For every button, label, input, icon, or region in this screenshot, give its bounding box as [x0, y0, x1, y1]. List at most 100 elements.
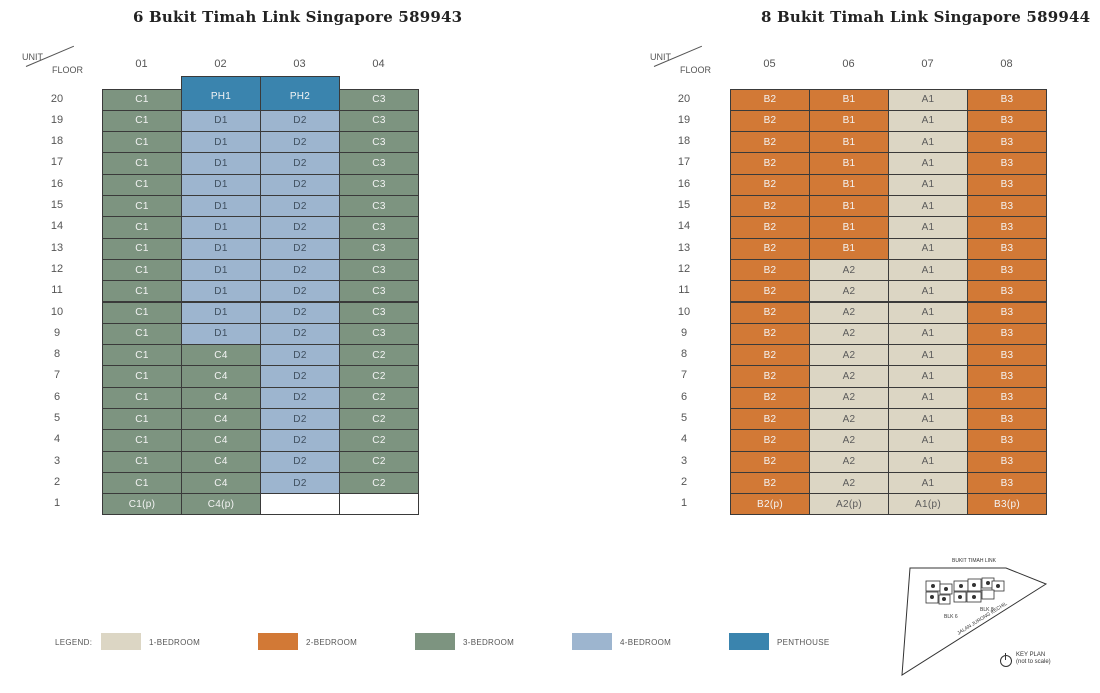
unit-cell-2-bedroom[interactable]: B3: [967, 280, 1047, 303]
unit-cell-3-bedroom[interactable]: C1: [102, 237, 182, 260]
unit-cell-4-bedroom[interactable]: D1: [181, 109, 261, 133]
empty-unit-cell[interactable]: [260, 493, 340, 516]
unit-cell-1-bedroom[interactable]: A2: [809, 301, 889, 324]
unit-cell-2-bedroom[interactable]: B3: [967, 365, 1047, 388]
unit-cell-1-bedroom[interactable]: A2: [809, 322, 889, 346]
unit-cell-2-bedroom[interactable]: B2: [730, 109, 810, 133]
unit-cell-2-bedroom[interactable]: B3: [967, 344, 1047, 367]
unit-cell-2-bedroom[interactable]: B3: [967, 258, 1047, 282]
unit-cell-3-bedroom[interactable]: C4(p): [181, 493, 261, 516]
unit-cell-2-bedroom[interactable]: B3: [967, 195, 1047, 218]
unit-cell-3-bedroom[interactable]: C1: [102, 195, 182, 218]
unit-cell-3-bedroom[interactable]: C4: [181, 408, 261, 431]
unit-cell-2-bedroom[interactable]: B3: [967, 429, 1047, 452]
unit-cell-1-bedroom[interactable]: A2: [809, 408, 889, 431]
unit-cell-3-bedroom[interactable]: C1: [102, 450, 182, 473]
unit-cell-2-bedroom[interactable]: B2: [730, 216, 810, 239]
unit-cell-4-bedroom[interactable]: D1: [181, 280, 261, 303]
unit-cell-4-bedroom[interactable]: D2: [260, 301, 340, 324]
unit-cell-1-bedroom[interactable]: A1: [888, 109, 968, 133]
unit-cell-1-bedroom[interactable]: A1: [888, 365, 968, 388]
unit-cell-3-bedroom[interactable]: C1: [102, 109, 182, 133]
unit-cell-2-bedroom[interactable]: B3: [967, 471, 1047, 495]
unit-cell-3-bedroom[interactable]: C1: [102, 344, 182, 367]
unit-cell-4-bedroom[interactable]: D2: [260, 429, 340, 452]
unit-cell-3-bedroom[interactable]: C2: [339, 386, 419, 409]
unit-cell-3-bedroom[interactable]: C4: [181, 344, 261, 367]
unit-cell-3-bedroom[interactable]: C1(p): [102, 493, 182, 516]
unit-cell-2-bedroom[interactable]: B2: [730, 131, 810, 154]
unit-cell-4-bedroom[interactable]: D1: [181, 131, 261, 154]
unit-cell-1-bedroom[interactable]: A2: [809, 450, 889, 473]
unit-cell-1-bedroom[interactable]: A1: [888, 408, 968, 431]
unit-cell-3-bedroom[interactable]: C3: [339, 322, 419, 346]
unit-cell-2-bedroom[interactable]: B1: [809, 152, 889, 175]
unit-cell-4-bedroom[interactable]: D2: [260, 195, 340, 218]
unit-cell-1-bedroom[interactable]: A1: [888, 237, 968, 260]
unit-cell-3-bedroom[interactable]: C4: [181, 365, 261, 388]
unit-cell-2-bedroom[interactable]: B2: [730, 301, 810, 324]
unit-cell-1-bedroom[interactable]: A1: [888, 131, 968, 154]
unit-cell-2-bedroom[interactable]: B3: [967, 152, 1047, 175]
unit-cell-4-bedroom[interactable]: D1: [181, 173, 261, 196]
unit-cell-2-bedroom[interactable]: B1: [809, 237, 889, 260]
unit-cell-2-bedroom[interactable]: B1: [809, 131, 889, 154]
unit-cell-1-bedroom[interactable]: A1: [888, 258, 968, 282]
unit-cell-1-bedroom[interactable]: A1: [888, 152, 968, 175]
unit-cell-1-bedroom[interactable]: A2(p): [809, 493, 889, 516]
unit-cell-2-bedroom[interactable]: B2: [730, 237, 810, 260]
unit-cell-3-bedroom[interactable]: C1: [102, 280, 182, 303]
unit-cell-2-bedroom[interactable]: B1: [809, 88, 889, 111]
unit-cell-2-bedroom[interactable]: B2: [730, 173, 810, 196]
unit-cell-2-bedroom[interactable]: B2: [730, 152, 810, 175]
unit-cell-penthouse[interactable]: PH2: [260, 76, 340, 111]
unit-cell-1-bedroom[interactable]: A1: [888, 344, 968, 367]
unit-cell-3-bedroom[interactable]: C1: [102, 408, 182, 431]
unit-cell-4-bedroom[interactable]: D2: [260, 258, 340, 282]
unit-cell-4-bedroom[interactable]: D2: [260, 237, 340, 260]
unit-cell-2-bedroom[interactable]: B3(p): [967, 493, 1047, 516]
unit-cell-4-bedroom[interactable]: D1: [181, 216, 261, 239]
unit-cell-2-bedroom[interactable]: B2: [730, 280, 810, 303]
unit-cell-3-bedroom[interactable]: C2: [339, 450, 419, 473]
unit-cell-2-bedroom[interactable]: B3: [967, 237, 1047, 260]
unit-cell-3-bedroom[interactable]: C2: [339, 365, 419, 388]
unit-cell-1-bedroom[interactable]: A1: [888, 322, 968, 346]
unit-cell-2-bedroom[interactable]: B3: [967, 131, 1047, 154]
unit-cell-2-bedroom[interactable]: B2: [730, 258, 810, 282]
unit-cell-3-bedroom[interactable]: C1: [102, 131, 182, 154]
unit-cell-2-bedroom[interactable]: B1: [809, 109, 889, 133]
unit-cell-3-bedroom[interactable]: C4: [181, 429, 261, 452]
unit-cell-1-bedroom[interactable]: A2: [809, 280, 889, 303]
unit-cell-1-bedroom[interactable]: A1: [888, 216, 968, 239]
unit-cell-4-bedroom[interactable]: D1: [181, 258, 261, 282]
unit-cell-3-bedroom[interactable]: C1: [102, 301, 182, 324]
unit-cell-3-bedroom[interactable]: C2: [339, 344, 419, 367]
unit-cell-1-bedroom[interactable]: A1: [888, 450, 968, 473]
unit-cell-3-bedroom[interactable]: C1: [102, 429, 182, 452]
unit-cell-4-bedroom[interactable]: D1: [181, 322, 261, 346]
unit-cell-3-bedroom[interactable]: C1: [102, 322, 182, 346]
unit-cell-1-bedroom[interactable]: A1(p): [888, 493, 968, 516]
unit-cell-penthouse[interactable]: PH1: [181, 76, 261, 111]
unit-cell-3-bedroom[interactable]: C3: [339, 195, 419, 218]
unit-cell-2-bedroom[interactable]: B2: [730, 88, 810, 111]
unit-cell-1-bedroom[interactable]: A2: [809, 429, 889, 452]
unit-cell-3-bedroom[interactable]: C3: [339, 258, 419, 282]
unit-cell-3-bedroom[interactable]: C4: [181, 386, 261, 409]
unit-cell-3-bedroom[interactable]: C3: [339, 131, 419, 154]
unit-cell-3-bedroom[interactable]: C1: [102, 88, 182, 111]
unit-cell-4-bedroom[interactable]: D2: [260, 322, 340, 346]
empty-unit-cell[interactable]: [339, 493, 419, 516]
unit-cell-1-bedroom[interactable]: A1: [888, 301, 968, 324]
unit-cell-2-bedroom[interactable]: B3: [967, 386, 1047, 409]
unit-cell-2-bedroom[interactable]: B1: [809, 216, 889, 239]
unit-cell-1-bedroom[interactable]: A1: [888, 429, 968, 452]
unit-cell-2-bedroom[interactable]: B2(p): [730, 493, 810, 516]
unit-cell-2-bedroom[interactable]: B3: [967, 322, 1047, 346]
unit-cell-3-bedroom[interactable]: C1: [102, 216, 182, 239]
unit-cell-4-bedroom[interactable]: D2: [260, 109, 340, 133]
unit-cell-2-bedroom[interactable]: B1: [809, 173, 889, 196]
unit-cell-3-bedroom[interactable]: C1: [102, 152, 182, 175]
unit-cell-2-bedroom[interactable]: B2: [730, 471, 810, 495]
